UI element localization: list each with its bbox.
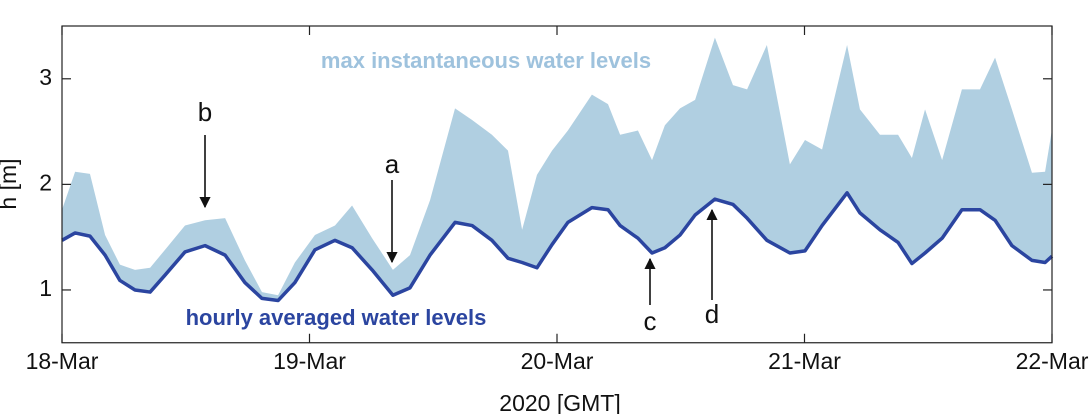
annotation: c xyxy=(644,306,657,336)
x-tick-label: 21-Mar xyxy=(768,348,841,374)
annotation: b xyxy=(198,97,212,127)
x-axis-label: 2020 [GMT] xyxy=(499,390,620,414)
annotation: d xyxy=(705,299,719,329)
y-axis-label: h [m] xyxy=(0,158,21,209)
x-tick-label: 18-Mar xyxy=(26,348,99,374)
y-tick-label: 1 xyxy=(39,275,52,301)
annotation: a xyxy=(385,149,400,179)
max-area xyxy=(62,37,1052,301)
y-tick-label: 2 xyxy=(39,169,52,195)
hourly-line xyxy=(61,191,1054,303)
x-tick-label: 20-Mar xyxy=(521,348,594,374)
series-label: hourly averaged water levels xyxy=(186,305,487,330)
y-tick-label: 3 xyxy=(39,64,52,90)
series-label: max instantaneous water levels xyxy=(321,48,651,73)
x-tick-label: 22-Mar xyxy=(1016,348,1089,374)
x-tick-label: 19-Mar xyxy=(273,348,346,374)
